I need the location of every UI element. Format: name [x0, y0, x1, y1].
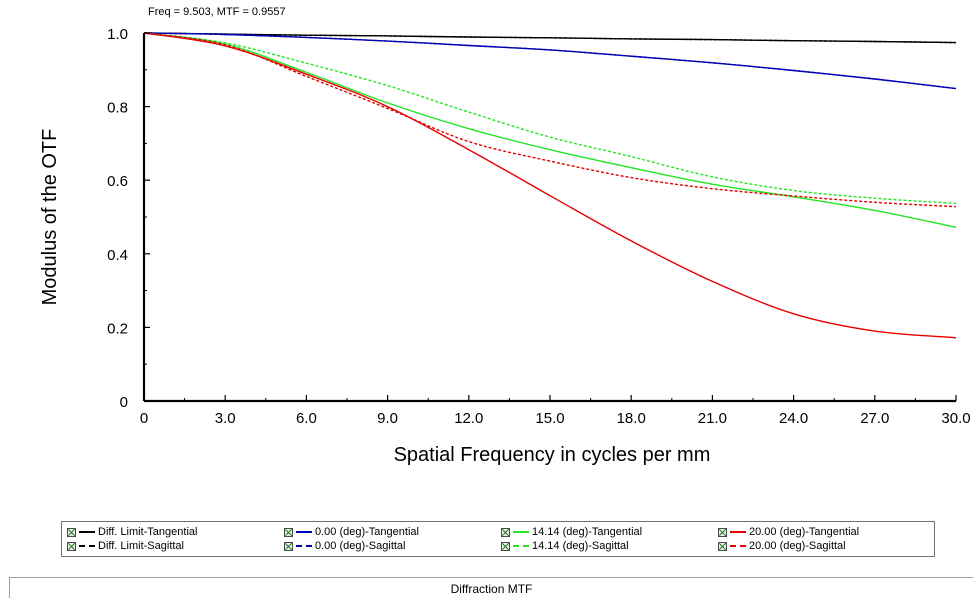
x-tick-label: 9.0 [377, 410, 398, 427]
series-line-20-00-deg-sagittal [143, 32, 957, 208]
legend-checkbox[interactable] [284, 541, 293, 551]
legend-item-0-00-deg-sagittal[interactable]: 0.00 (deg)-Sagittal [284, 539, 406, 553]
legend-swatch [730, 545, 746, 547]
legend-item-14-14-deg-sagittal[interactable]: 14.14 (deg)-Sagittal [501, 539, 629, 553]
x-tick-label: 15.0 [535, 410, 564, 427]
series-layer [143, 32, 957, 339]
legend-item-14-14-deg-tangential[interactable]: 14.14 (deg)-Tangential [501, 525, 642, 539]
y-tick-label: 0 [120, 394, 128, 411]
y-tick-label: 1.0 [107, 26, 128, 43]
x-tick-label: 12.0 [454, 410, 483, 427]
y-tick-label: 0.2 [107, 320, 128, 337]
x-tick-label: 30.0 [941, 410, 970, 427]
legend-checkbox[interactable] [718, 541, 727, 551]
footer-bar: Diffraction MTF [9, 577, 973, 598]
legend-item-diff-limit-sagittal[interactable]: Diff. Limit-Sagittal [67, 539, 184, 553]
legend-label: 20.00 (deg)-Sagittal [749, 540, 846, 552]
series-line-14-14-deg-sagittal [143, 32, 957, 205]
legend-checkbox[interactable] [718, 527, 727, 537]
plot-area [142, 33, 956, 403]
series-line-0-00-deg-sagittal [143, 32, 957, 90]
legend-label: 0.00 (deg)-Tangential [315, 526, 419, 538]
y-axis-title: Modulus of the OTF [39, 129, 61, 306]
legend-swatch [513, 531, 529, 533]
series-line-diff-limit-sagittal [143, 32, 957, 44]
legend-checkbox[interactable] [67, 541, 76, 551]
x-tick-label: 3.0 [215, 410, 236, 427]
y-tick-label: 0.6 [107, 173, 128, 190]
legend: Diff. Limit-Tangential Diff. Limit-Sagitt… [61, 521, 935, 557]
legend-label: 14.14 (deg)-Sagittal [532, 540, 629, 552]
x-tick-label: 18.0 [617, 410, 646, 427]
mtf-chart: 0 3.0 6.0 9.0 12.0 15.0 18.0 21.0 24.0 27.0 30.0 0 0… [39, 26, 971, 466]
ticks-layer: 0 3.0 6.0 9.0 12.0 15.0 18.0 21.0 24.0 27.0 30.0 0 0… [107, 26, 970, 427]
legend-swatch [79, 545, 95, 547]
legend-item-20-00-deg-sagittal[interactable]: 20.00 (deg)-Sagittal [718, 539, 846, 553]
x-tick-label: 27.0 [860, 410, 889, 427]
legend-swatch [730, 531, 746, 533]
legend-item-0-00-deg-tangential[interactable]: 0.00 (deg)-Tangential [284, 525, 419, 539]
y-tick-label: 0.8 [107, 100, 128, 117]
legend-swatch [513, 545, 529, 547]
x-tick-label: 6.0 [296, 410, 317, 427]
footer-title: Diffraction MTF [450, 582, 533, 596]
cursor-readout: Freq = 9.503, MTF = 0.9557 [148, 6, 286, 18]
legend-checkbox[interactable] [284, 527, 293, 537]
x-tick-label: 24.0 [779, 410, 808, 427]
legend-item-diff-limit-tangential[interactable]: Diff. Limit-Tangential [67, 525, 197, 539]
legend-swatch [296, 545, 312, 547]
x-tick-label: 21.0 [698, 410, 727, 427]
legend-checkbox[interactable] [501, 527, 510, 537]
x-axis-title: Spatial Frequency in cycles per mm [394, 444, 711, 466]
legend-label: 14.14 (deg)-Tangential [532, 526, 643, 538]
x-tick-label: 0 [140, 410, 148, 427]
legend-label: Diff. Limit-Tangential [98, 526, 198, 538]
legend-checkbox[interactable] [67, 527, 76, 537]
legend-label: 20.00 (deg)-Tangential [749, 526, 860, 538]
legend-checkbox[interactable] [501, 541, 510, 551]
series-line-14-14-deg-tangential [143, 32, 957, 228]
legend-swatch [296, 531, 312, 533]
series-line-20-00-deg-tangential [143, 32, 957, 339]
legend-label: 0.00 (deg)-Sagittal [315, 540, 406, 552]
legend-label: Diff. Limit-Sagittal [98, 540, 184, 552]
legend-swatch [79, 531, 95, 533]
legend-item-20-00-deg-tangential[interactable]: 20.00 (deg)-Tangential [718, 525, 859, 539]
y-tick-label: 0.4 [107, 247, 128, 264]
